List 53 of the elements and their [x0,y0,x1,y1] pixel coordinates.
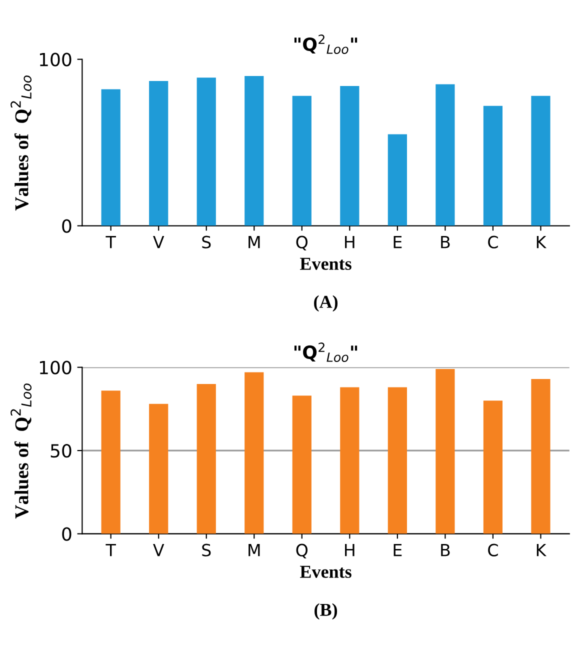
text: (B) [314,603,338,620]
x-tick-label: T [106,544,116,556]
bar [340,86,360,226]
bar [244,76,264,226]
x-tick-label: Q [296,544,308,558]
y-tick-label: 0 [62,219,72,233]
bar [149,404,168,534]
bar [244,372,264,534]
bar [436,84,455,226]
bar [196,384,216,534]
bar [292,96,312,226]
chart-title: "Q$^{2}$$_{Loo}$" [294,34,358,54]
bar [436,368,455,534]
chart-title: "Q$^{2}$$_{Loo}$" [294,342,358,362]
x-axis-title: Events [300,566,352,578]
y-tick-label: 100 [40,360,72,374]
x-tick-label: C [488,236,498,248]
x-tick-label: V [153,236,164,248]
x-tick-label: K [536,236,547,248]
x-tick-label: V [153,544,164,556]
x-tick-label: T [106,236,116,248]
bar [531,96,550,226]
bar [340,387,360,534]
x-tick-label: K [536,544,547,556]
bar [483,106,503,226]
x-tick-label: Q [296,236,308,250]
y-axis-title: Values of Q$^{2}$$_{Loo}$ [10,384,32,519]
bar [483,400,503,534]
x-tick-label: C [488,544,498,556]
x-tick-label: M [248,544,260,556]
bar [388,134,407,226]
x-tick-label: H [345,236,354,248]
y-tick-label: 0 [62,527,72,541]
bar [196,78,216,226]
bar [292,396,312,534]
bar [101,89,120,226]
x-axis-title: Events [300,258,352,270]
bar [388,387,407,534]
y-tick-label: 50 [50,444,72,458]
x-tick-label: E [394,236,402,248]
bar [101,390,120,534]
y-axis-title: Values of Q$^{2}$$_{Loo}$ [10,76,32,211]
x-tick-label: B [441,544,450,556]
bar [531,378,550,534]
x-tick-label: M [248,236,260,248]
bar [149,80,168,226]
y-tick-label: 100 [40,52,72,66]
x-tick-label: E [394,544,402,556]
text: (A) [314,295,338,312]
x-tick-label: B [441,236,450,248]
x-tick-label: S [202,544,211,556]
x-tick-label: H [345,544,354,556]
x-tick-label: S [202,236,211,248]
